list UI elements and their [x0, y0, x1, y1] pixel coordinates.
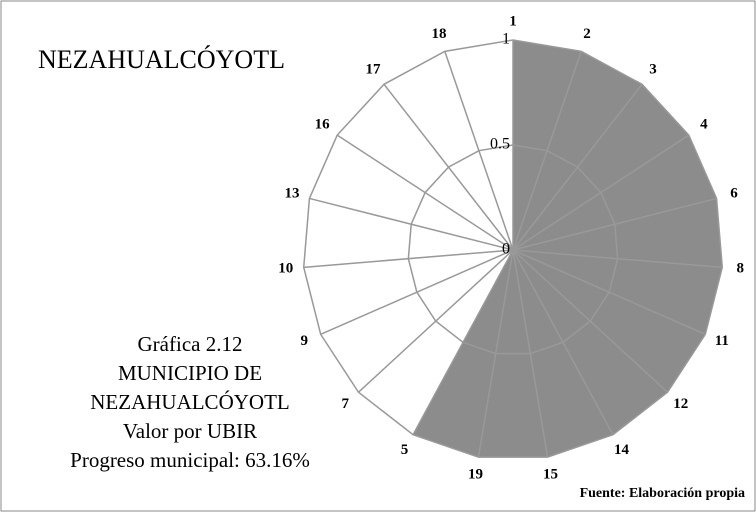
category-label: 12: [673, 396, 688, 412]
category-label: 18: [431, 26, 446, 42]
spoke: [303, 249, 514, 269]
source: Fuente: Elaboración propia: [580, 486, 745, 501]
category-label: 17: [365, 62, 381, 78]
caption-line: Progreso municipal: 63.16%: [70, 448, 310, 472]
spoke: [512, 134, 690, 251]
category-label: 8: [736, 260, 744, 276]
category-label: 4: [700, 117, 708, 133]
r-tick-label: 0: [502, 241, 510, 258]
category-label: 9: [300, 333, 308, 349]
spoke: [357, 249, 514, 393]
spoke: [512, 51, 582, 251]
category-label: 15: [543, 466, 558, 482]
caption-line: MUNICIPIO DE: [118, 361, 262, 385]
category-label: 11: [715, 333, 729, 349]
spoke: [412, 249, 514, 436]
category-label: 19: [468, 466, 483, 482]
category-label: 10: [278, 260, 293, 276]
spoke: [477, 249, 514, 458]
spoke: [512, 83, 643, 251]
spoke: [512, 249, 549, 458]
spoke: [512, 249, 669, 393]
category-label: 16: [315, 117, 331, 133]
category-label: 7: [342, 396, 350, 412]
spoke: [512, 249, 706, 336]
caption-line: Valor por UBIR: [123, 419, 257, 443]
chart-title: NEZAHUALCÓYOTL: [38, 45, 285, 74]
category-label: 13: [284, 185, 299, 201]
radar-area: [413, 40, 723, 458]
category-label: 3: [649, 62, 657, 78]
spoke: [320, 249, 514, 336]
r-tick-label: 0.5: [490, 136, 510, 153]
caption-line: Gráfica 2.12: [138, 332, 243, 356]
spoke: [444, 51, 514, 251]
category-label: 6: [730, 185, 738, 201]
r-tick-label: 1: [502, 31, 510, 48]
spoke: [309, 197, 514, 251]
spoke: [512, 249, 723, 269]
spoke: [336, 134, 514, 251]
spoke: [383, 83, 514, 251]
spoke: [512, 197, 717, 251]
spoke: [512, 249, 614, 436]
category-label: 14: [614, 442, 630, 458]
grid-ring: [407, 144, 619, 355]
grid-ring: [302, 39, 724, 458]
category-label: 1: [509, 13, 517, 29]
caption-line: NEZAHUALCÓYOTL: [90, 390, 289, 414]
category-label: 2: [583, 26, 591, 42]
category-label: 5: [401, 442, 409, 458]
